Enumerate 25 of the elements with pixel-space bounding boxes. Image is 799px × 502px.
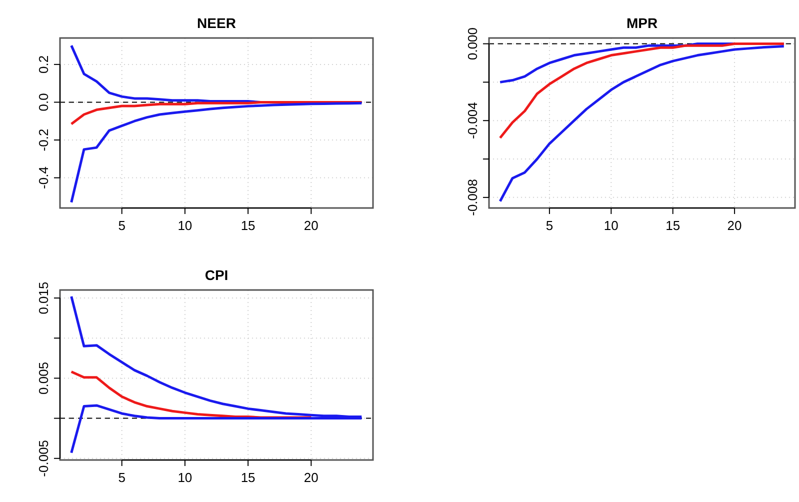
x-tick-label: 15	[666, 218, 680, 233]
x-tick-label: 10	[178, 218, 192, 233]
x-tick-label: 20	[727, 218, 742, 233]
chart-title: MPR	[626, 15, 658, 31]
x-tick-label: 5	[546, 218, 554, 233]
y-tick-label: 0.0	[36, 93, 51, 112]
y-tick-label: 0.000	[465, 27, 480, 60]
x-tick-label: 20	[304, 218, 318, 233]
y-tick-label: -0.2	[36, 128, 51, 152]
y-tick-label: 0.2	[36, 55, 51, 74]
chart-title: NEER	[197, 15, 236, 31]
y-tick-label: -0.004	[465, 102, 480, 140]
x-tick-label: 10	[604, 218, 618, 233]
y-tick-label: -0.005	[36, 440, 51, 477]
y-tick-label: 0.015	[36, 282, 51, 314]
y-tick-label: 0.005	[36, 362, 51, 394]
chart-title: CPI	[204, 267, 228, 283]
x-tick-label: 15	[240, 218, 256, 233]
y-tick-label: -0.4	[36, 166, 51, 189]
x-tick-label: 15	[240, 470, 256, 485]
x-tick-label: 10	[178, 470, 192, 485]
x-tick-label: 20	[304, 470, 318, 485]
x-tick-label: 5	[118, 470, 126, 485]
x-tick-label: 5	[118, 218, 126, 233]
y-tick-label: -0.008	[465, 179, 480, 216]
